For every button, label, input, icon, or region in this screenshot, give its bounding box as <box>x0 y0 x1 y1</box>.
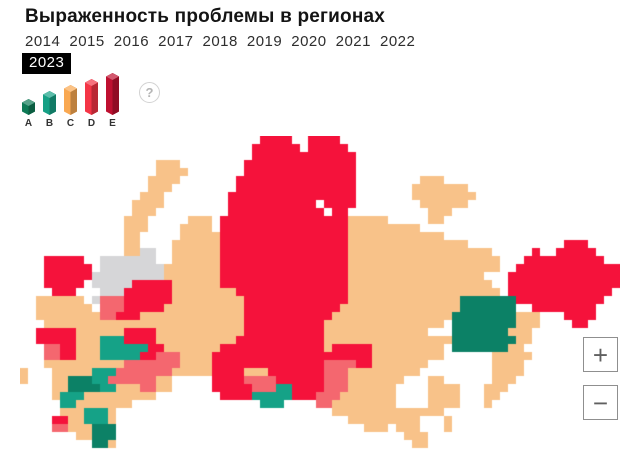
severity-bar-icon <box>43 91 56 115</box>
legend-label: A <box>24 118 33 129</box>
severity-bar-icon <box>22 99 35 115</box>
legend-item-B: B <box>43 91 56 129</box>
year-tab-2022[interactable]: 2022 <box>380 33 416 50</box>
legend-label: C <box>66 118 75 129</box>
question-mark-icon: ? <box>145 85 154 100</box>
severity-legend: A B C D E <box>22 73 119 129</box>
legend-label: E <box>109 118 116 129</box>
year-tab-2019[interactable]: 2019 <box>246 33 283 50</box>
year-tab-2018[interactable]: 2018 <box>202 33 238 50</box>
year-tabs: 2014 2015 2016 2017 2018 2019 2020 2021 2022 <box>25 33 424 50</box>
zoom-in-button[interactable]: + <box>583 337 618 372</box>
year-tab-2023[interactable]: 2023 <box>22 53 72 74</box>
zoom-out-button[interactable]: − <box>583 385 618 420</box>
map-canvas[interactable] <box>20 136 620 456</box>
legend-item-C: C <box>64 85 77 129</box>
year-tab-2021[interactable]: 2021 <box>335 33 371 50</box>
year-tab-2020[interactable]: 2020 <box>291 33 327 50</box>
severity-bar-icon <box>85 79 98 115</box>
severity-bar-icon <box>106 73 119 115</box>
legend-item-A: A <box>22 99 35 129</box>
legend-label: D <box>87 118 96 129</box>
year-tab-2016[interactable]: 2016 <box>113 33 150 50</box>
plus-icon: + <box>592 339 609 370</box>
severity-bar-icon <box>64 85 77 115</box>
year-tab-2014[interactable]: 2014 <box>25 33 61 50</box>
minus-icon: − <box>592 387 609 418</box>
year-tab-2015[interactable]: 2015 <box>69 33 105 50</box>
legend-item-E: E <box>106 73 119 129</box>
year-tab-2017[interactable]: 2017 <box>158 33 194 50</box>
russia-map[interactable] <box>20 136 620 456</box>
legend-item-D: D <box>85 79 98 129</box>
legend-label: B <box>45 118 54 129</box>
page-title: Выраженность проблемы в регионах <box>25 6 386 27</box>
help-button[interactable]: ? <box>139 82 160 103</box>
